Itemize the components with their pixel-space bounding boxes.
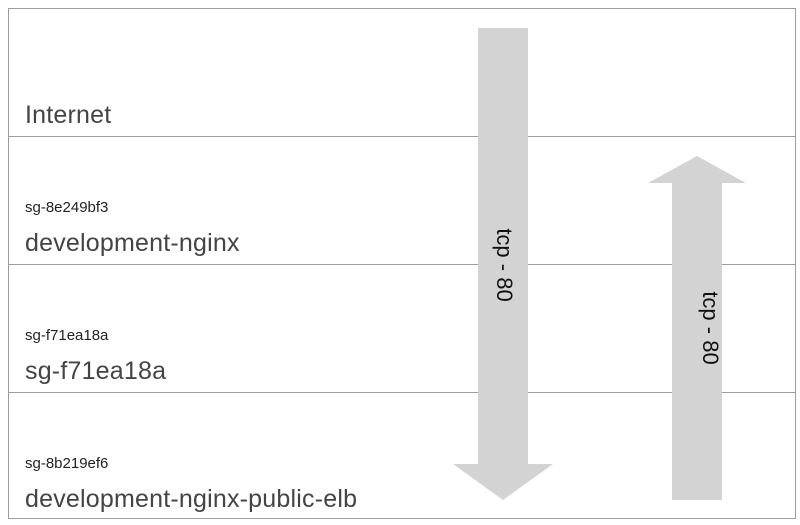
row-internet: Internet	[9, 9, 795, 137]
row-sg-id: sg-8e249bf3	[25, 199, 109, 216]
down-arrow-label: tcp - 80	[492, 228, 517, 301]
row-sg-f71ea18a: sg-f71ea18a sg-f71ea18a	[9, 265, 795, 393]
row-name: Internet	[25, 101, 112, 129]
row-name: development-nginx-public-elb	[25, 485, 358, 513]
row-sg-id: sg-f71ea18a	[25, 327, 109, 344]
outbound-arrow-up	[648, 156, 746, 500]
inbound-arrow-down	[453, 28, 553, 500]
row-sg-id: sg-8b219ef6	[25, 455, 109, 472]
row-development-nginx-public-elb: sg-8b219ef6 development-nginx-public-elb	[9, 393, 795, 520]
security-group-diagram: Internet sg-8e249bf3 development-nginx s…	[8, 8, 796, 519]
row-name: development-nginx	[25, 229, 240, 257]
up-arrow-label: tcp - 80	[698, 291, 723, 364]
row-development-nginx: sg-8e249bf3 development-nginx	[9, 137, 795, 265]
row-name: sg-f71ea18a	[25, 357, 167, 385]
